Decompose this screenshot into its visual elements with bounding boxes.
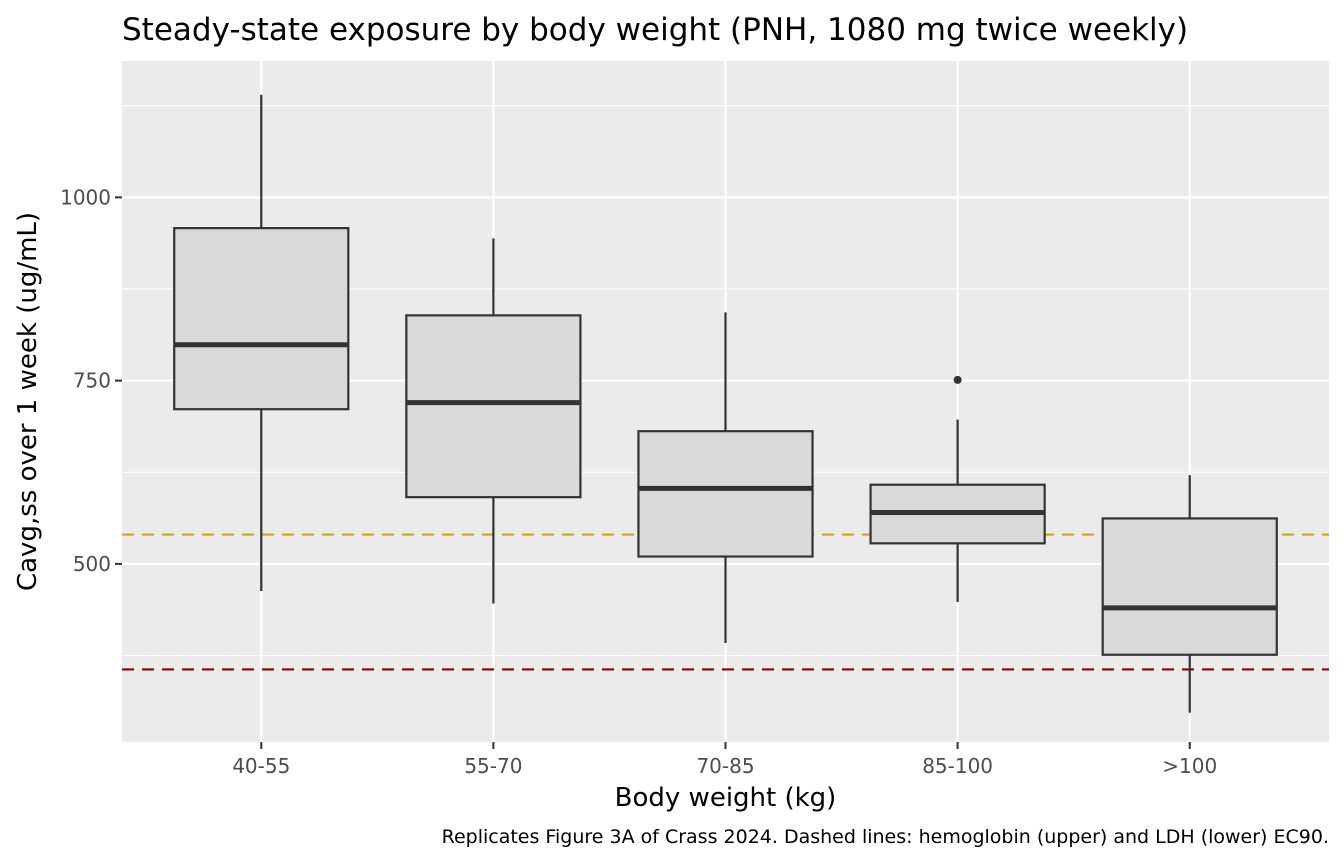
x-axis-title: Body weight (kg) (615, 783, 837, 813)
x-tick-label: >100 (1162, 754, 1217, 778)
boxplot-85-100 (869, 375, 1046, 602)
y-tick-label: 1000 (60, 185, 111, 209)
boxplot-55-70 (405, 238, 582, 604)
y-axis: 500 750 1000 (60, 185, 122, 576)
x-tick-label: 70-85 (696, 754, 754, 778)
boxplot-40-55 (173, 94, 350, 591)
y-tick-label: 750 (73, 369, 111, 393)
box (637, 430, 814, 558)
boxplots (173, 94, 1278, 713)
chart-title: Steady-state exposure by body weight (PN… (122, 12, 1188, 48)
box (405, 314, 582, 499)
y-tick-label: 500 (73, 552, 111, 576)
x-tick-label: 55-70 (464, 754, 522, 778)
x-tick-label: 85-100 (922, 754, 993, 778)
boxplot->100 (1101, 475, 1278, 713)
outlier-point (953, 375, 962, 384)
caption: Replicates Figure 3A of Crass 2024. Dash… (442, 826, 1329, 848)
boxplot-70-85 (637, 312, 814, 644)
x-tick-label: 40-55 (232, 754, 290, 778)
x-axis: 40-55 55-70 70-85 85-100 >100 (232, 742, 1217, 778)
box (173, 227, 350, 411)
y-axis-title: Cavg,ss over 1 week (ug/mL) (13, 212, 43, 591)
box (1101, 517, 1278, 656)
